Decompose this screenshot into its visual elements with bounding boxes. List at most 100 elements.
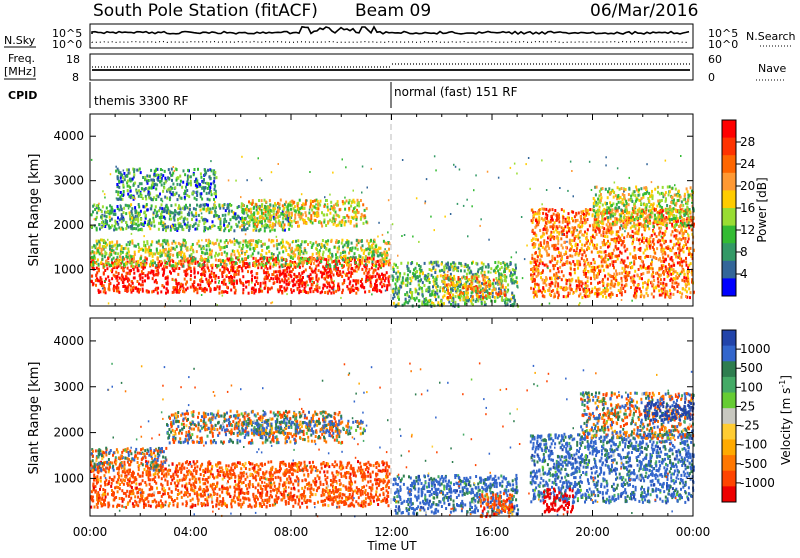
data-cell xyxy=(109,241,111,244)
data-cell xyxy=(371,244,373,247)
data-cell xyxy=(133,277,135,280)
data-cell xyxy=(193,173,195,176)
data-cell xyxy=(142,260,144,263)
data-cell xyxy=(343,279,345,282)
data-cell xyxy=(239,254,241,257)
data-cell xyxy=(101,221,103,224)
data-cell xyxy=(123,263,125,266)
data-cell xyxy=(198,245,200,248)
data-cell xyxy=(164,207,166,210)
data-cell xyxy=(305,291,307,294)
data-cell xyxy=(350,272,352,275)
data-cell xyxy=(132,265,134,268)
data-cell xyxy=(198,240,200,243)
data-cell xyxy=(212,220,214,223)
data-cell xyxy=(189,226,191,229)
data-cell xyxy=(213,274,215,277)
data-cell xyxy=(286,283,288,286)
data-cell xyxy=(436,282,438,285)
data-cell xyxy=(262,217,264,220)
data-cell xyxy=(374,250,376,253)
data-cell xyxy=(153,274,155,277)
data-cell xyxy=(300,290,302,293)
data-cell xyxy=(146,203,148,206)
data-cell xyxy=(436,289,438,292)
data-cell xyxy=(418,299,420,302)
data-cell xyxy=(249,262,251,265)
data-cell xyxy=(298,255,300,258)
data-cell xyxy=(138,205,140,208)
data-cell xyxy=(508,299,510,302)
data-cell xyxy=(130,203,132,206)
data-cell xyxy=(312,200,314,203)
data-cell xyxy=(183,290,185,293)
data-cell xyxy=(214,277,216,280)
data-cell xyxy=(147,208,149,211)
data-cell xyxy=(473,289,475,292)
data-cell xyxy=(121,215,123,218)
data-cell xyxy=(191,218,193,221)
data-cell xyxy=(208,192,210,195)
data-cell xyxy=(199,284,201,287)
data-cell xyxy=(204,287,206,290)
data-cell xyxy=(228,276,230,279)
data-cell xyxy=(263,269,265,272)
data-cell xyxy=(142,290,144,293)
data-cell xyxy=(361,249,363,252)
data-cell xyxy=(470,299,472,302)
data-cell xyxy=(166,266,168,269)
data-cell xyxy=(531,257,533,260)
data-cell xyxy=(169,256,171,259)
data-cell xyxy=(208,256,210,259)
data-cell xyxy=(342,289,344,292)
data-cell xyxy=(163,271,165,274)
data-cell xyxy=(333,209,335,212)
data-cell xyxy=(223,229,225,232)
data-cell xyxy=(170,272,172,275)
data-cell xyxy=(348,271,350,274)
data-cell xyxy=(409,270,411,273)
data-cell xyxy=(533,246,535,249)
data-cell xyxy=(484,271,486,274)
data-cell xyxy=(127,185,129,188)
data-cell xyxy=(209,240,211,243)
data-cell xyxy=(114,209,116,212)
data-cell xyxy=(273,244,275,247)
data-cell xyxy=(323,251,325,254)
data-cell xyxy=(322,239,324,242)
data-cell xyxy=(278,262,280,265)
data-cell xyxy=(452,289,454,292)
data-cell xyxy=(129,272,131,275)
data-cell xyxy=(651,281,653,284)
data-cell xyxy=(475,262,477,265)
data-cell xyxy=(218,292,220,295)
data-cell xyxy=(603,289,605,292)
data-cell xyxy=(369,275,371,278)
data-cell xyxy=(397,270,399,273)
data-cell xyxy=(130,285,132,288)
data-cell xyxy=(289,204,291,207)
data-cell xyxy=(327,221,329,224)
data-cell xyxy=(218,276,220,279)
data-cell xyxy=(214,184,216,187)
data-cell xyxy=(272,222,274,225)
data-cell xyxy=(317,244,319,247)
data-cell xyxy=(214,255,216,258)
data-cell xyxy=(310,214,312,217)
data-cell xyxy=(177,212,179,215)
data-cell xyxy=(116,266,118,269)
data-cell xyxy=(290,208,292,211)
data-cell xyxy=(267,271,269,274)
data-cell xyxy=(264,199,266,202)
data-cell xyxy=(167,176,169,179)
data-cell xyxy=(196,250,198,253)
data-cell xyxy=(594,225,596,228)
data-cell xyxy=(260,282,262,285)
data-cell xyxy=(101,281,103,284)
data-cell xyxy=(318,269,320,272)
data-cell xyxy=(397,266,399,269)
data-cell xyxy=(143,244,145,247)
data-cell xyxy=(275,213,277,216)
data-cell xyxy=(623,270,625,273)
data-cell xyxy=(674,252,676,255)
